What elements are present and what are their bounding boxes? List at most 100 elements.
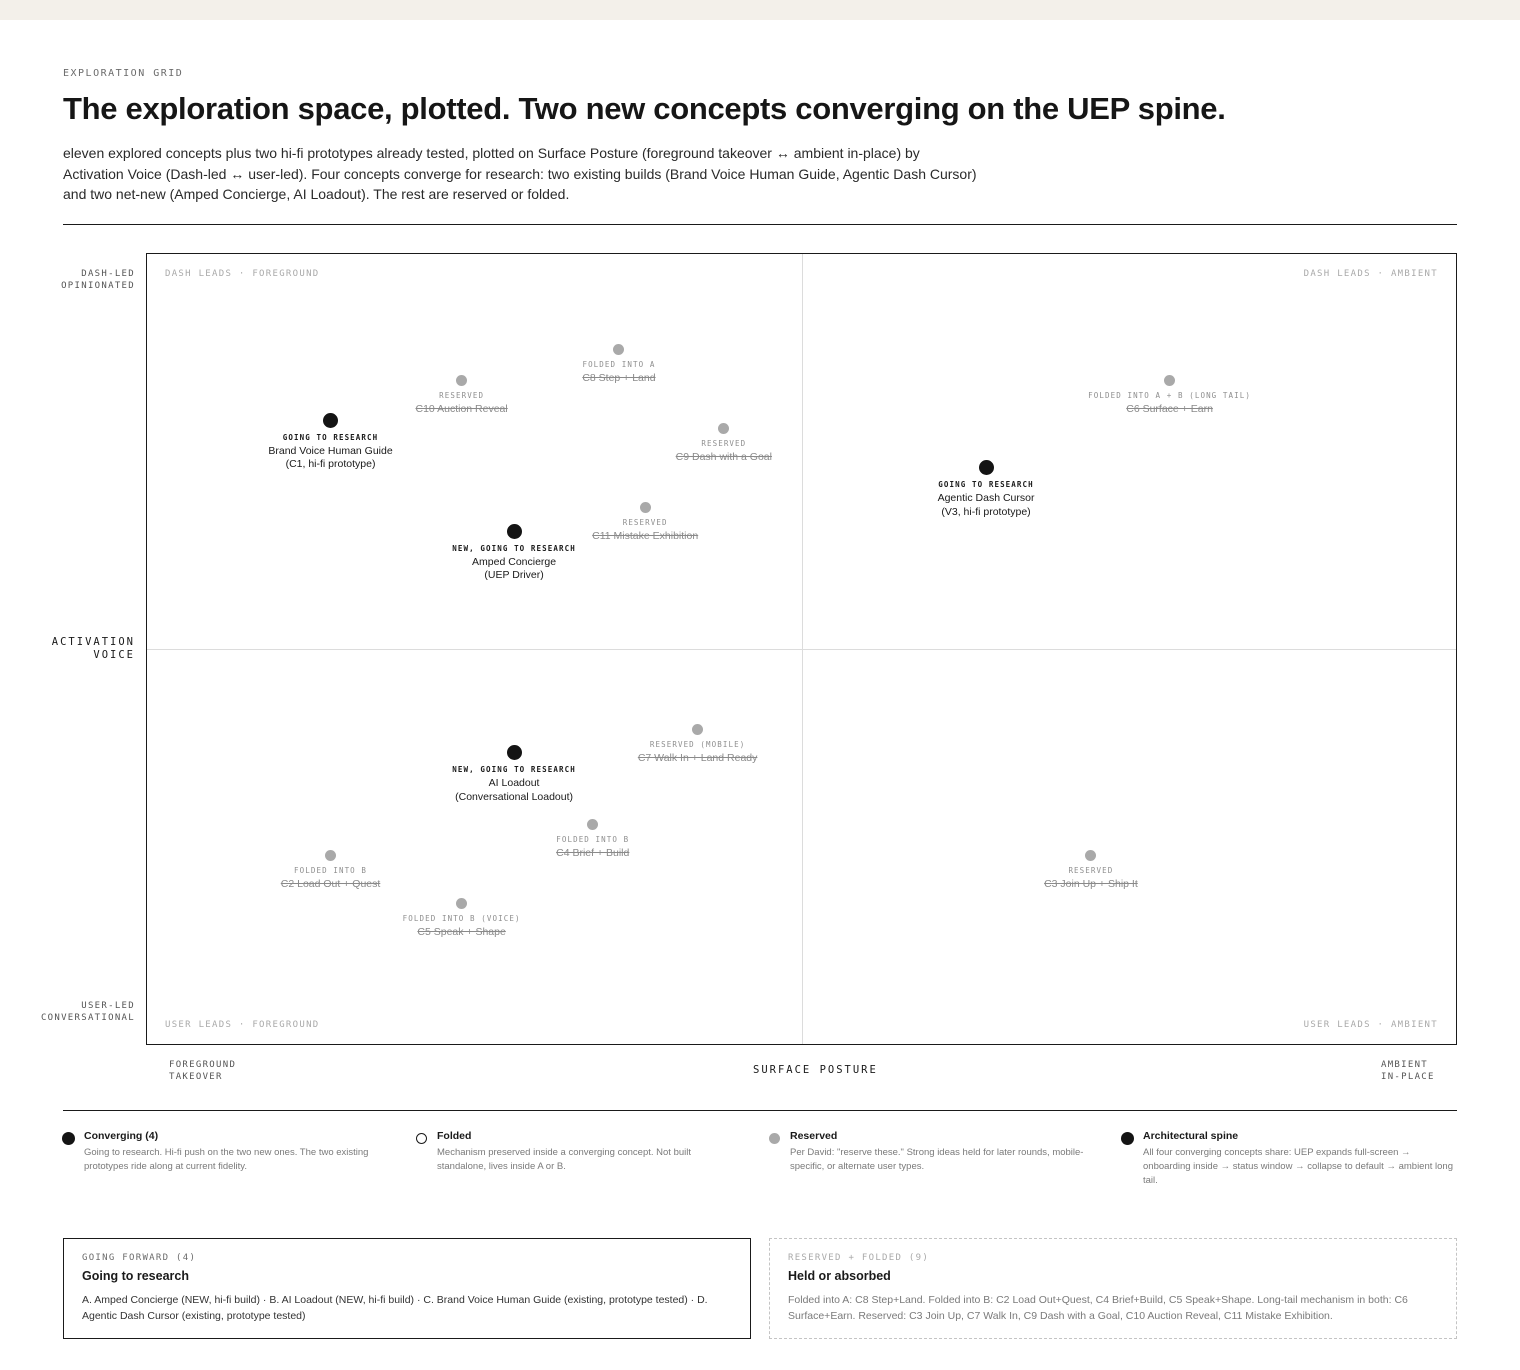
- reserved-dot: [325, 850, 337, 862]
- concept-point: RESERVED C10 Auction Reveal: [342, 375, 582, 417]
- concept-name-line: C6 Surface + Earn: [1126, 403, 1213, 416]
- concept-point: NEW, GOING TO RESEARCH Amped Concierge (UE…: [394, 523, 634, 583]
- grey-dot-icon: [769, 1133, 780, 1144]
- legend-folded: Folded Mechanism preserved inside a conv…: [415, 1130, 755, 1174]
- concept-status: NEW, GOING TO RESEARCH: [452, 765, 576, 775]
- concept-name-line: AI Loadout: [488, 777, 540, 790]
- concept-name-line: Agentic Dash Cursor: [937, 492, 1035, 505]
- concept-point: FOLDED INTO B C2 Load Out + Quest: [211, 850, 451, 892]
- legend-spine: Architectural spine All four converging …: [1121, 1130, 1461, 1188]
- card-text: Folded into A: C8 Step+Land. Folded into…: [788, 1294, 1408, 1322]
- concept-name: C4 Brief + Build: [473, 847, 713, 861]
- filled-dot-icon: [1121, 1132, 1134, 1145]
- card-eyebrow: RESERVED + FOLDED (9): [788, 1253, 930, 1263]
- converging-dot: [978, 460, 994, 476]
- concept-name: Brand Voice Human Guide (C1, hi-fi protot…: [211, 445, 451, 472]
- converging-dot: [506, 745, 522, 761]
- concept-status: FOLDED INTO A + B (LONG TAIL): [1088, 391, 1251, 401]
- concept-name-line: C5 Speak + Shape: [417, 925, 506, 938]
- x-axis-right-line: IN-PLACE: [1381, 1072, 1435, 1082]
- concept-point: GOING TO RESEARCH Brand Voice Human Guide…: [211, 412, 451, 472]
- concept-status: GOING TO RESEARCH: [938, 480, 1034, 490]
- legend-text: All four converging concepts share: UEP …: [1143, 1147, 1453, 1186]
- concept-point: RESERVED (MOBILE) C7 Walk In + Land Ready: [578, 723, 818, 766]
- concept-name-line: (V3, hi-fi prototype): [941, 505, 1031, 518]
- concept-name-line: C7 Walk In + Land Ready: [637, 751, 758, 764]
- card-title: Held or absorbed: [788, 1269, 891, 1283]
- concept-point: RESERVED C3 Join Up + Ship It: [971, 850, 1211, 892]
- x-axis-right-line: AMBIENT: [1381, 1060, 1429, 1070]
- concept-name-line: (UEP Driver): [484, 569, 544, 582]
- legend-title: Converging (4): [84, 1130, 159, 1142]
- reserved-dot: [639, 501, 651, 513]
- concept-point: GOING TO RESEARCH Agentic Dash Cursor (V3,…: [866, 460, 1106, 519]
- concept-status: RESERVED: [1068, 866, 1114, 876]
- x-axis-left-line: FOREGROUND: [169, 1060, 237, 1070]
- concept-point: FOLDED INTO A + B (LONG TAIL) C6 Surface …: [1050, 375, 1290, 417]
- horizontal-divider: [147, 649, 1456, 650]
- concept-name-line: C3 Join Up + Ship It: [1044, 878, 1138, 891]
- quadrant-plot: DASH LEADS · FOREGROUND DASH LEADS · AMB…: [146, 253, 1457, 1045]
- converging-dot: [323, 412, 339, 428]
- legend-title: Folded: [437, 1130, 472, 1142]
- subtitle-line: and two net-new (Amped Concierge, AI Loa…: [63, 186, 570, 202]
- concept-name-line: C9 Dash with a Goal: [675, 450, 772, 463]
- quadrant-label-bottom-right: USER LEADS · AMBIENT: [1303, 1020, 1438, 1030]
- concept-name: C10 Auction Reveal: [342, 403, 582, 417]
- concept-name: Amped Concierge (UEP Driver): [394, 556, 634, 583]
- quadrant-label-top-right: DASH LEADS · AMBIENT: [1303, 269, 1438, 279]
- concept-name: C11 Mistake Exhibition: [525, 530, 765, 544]
- concept-point: RESERVED C9 Dash with a Goal: [604, 422, 844, 465]
- y-axis-bottom-label: USER-LED CONVERSATIONAL: [41, 1000, 135, 1024]
- card-title: Going to research: [82, 1269, 189, 1283]
- filled-dot-icon: [62, 1132, 75, 1145]
- outline-dot-icon: [416, 1133, 427, 1144]
- legend-title: Architectural spine: [1143, 1130, 1239, 1142]
- reserved-dot: [1164, 375, 1176, 387]
- y-axis-title-line: ACTIVATION: [51, 636, 135, 648]
- concept-status: RESERVED: [439, 391, 485, 401]
- legend-text: Per David: "reserve these." Strong ideas…: [790, 1147, 1084, 1172]
- concept-name: C3 Join Up + Ship It: [971, 878, 1211, 892]
- concept-name-line: C11 Mistake Exhibition: [592, 529, 699, 542]
- concept-point: RESERVED C11 Mistake Exhibition: [525, 501, 765, 544]
- reserved-dot: [692, 723, 704, 735]
- concept-status: NEW, GOING TO RESEARCH: [452, 543, 576, 553]
- concept-point: FOLDED INTO A C8 Step + Land: [499, 343, 739, 386]
- concept-point: FOLDED INTO B (VOICE) C5 Speak + Shape: [342, 897, 582, 940]
- concept-point: FOLDED INTO B C4 Brief + Build: [473, 818, 713, 861]
- reserved-dot: [456, 897, 468, 909]
- concept-name: C2 Load Out + Quest: [211, 878, 451, 892]
- reserved-dot: [1085, 850, 1097, 862]
- y-axis-top-line: OPINIONATED: [61, 281, 135, 291]
- card-eyebrow: GOING FORWARD (4): [82, 1253, 197, 1263]
- going-forward-card: GOING FORWARD (4) Going to research A. A…: [63, 1238, 751, 1339]
- reserved-dot: [456, 375, 468, 387]
- concept-name-line: C4 Brief + Build: [556, 846, 630, 859]
- reserved-dot: [587, 818, 599, 830]
- subtitle-line: Activation Voice (Dash-led ↔ user-led). …: [63, 165, 977, 182]
- concept-name-line: (C1, hi-fi prototype): [285, 458, 376, 471]
- concept-status: RESERVED (MOBILE): [649, 739, 746, 749]
- legend-converging: Converging (4) Going to research. Hi-fi …: [62, 1130, 402, 1174]
- concept-name: Agentic Dash Cursor (V3, hi-fi prototype): [866, 492, 1106, 519]
- concept-name-line: C10 Auction Reveal: [415, 403, 508, 416]
- x-axis-right-label: AMBIENT IN-PLACE: [1381, 1059, 1435, 1083]
- legend-reserved: Reserved Per David: "reserve these." Str…: [768, 1130, 1108, 1174]
- concept-status: GOING TO RESEARCH: [282, 432, 379, 442]
- legend-text: Going to research. Hi-fi push on the two…: [84, 1147, 369, 1172]
- top-bar: [0, 0, 1520, 20]
- quadrant-label-top-left: DASH LEADS · FOREGROUND: [165, 269, 320, 279]
- concept-name-line: (Conversational Loadout): [455, 790, 574, 803]
- legend-text: Mechanism preserved inside a converging …: [437, 1147, 691, 1172]
- concept-name-line: Brand Voice Human Guide: [268, 444, 393, 457]
- concept-name-line: C8 Step + Land: [582, 371, 656, 384]
- concept-name-line: Amped Concierge: [472, 555, 557, 568]
- concept-status: RESERVED: [622, 517, 668, 527]
- held-absorbed-card: RESERVED + FOLDED (9) Held or absorbed F…: [769, 1238, 1457, 1339]
- concept-name: C7 Walk In + Land Ready: [578, 752, 818, 766]
- y-axis-title-line: VOICE: [93, 649, 135, 661]
- y-axis-bottom-line: CONVERSATIONAL: [40, 1013, 135, 1023]
- x-axis-left-label: FOREGROUND TAKEOVER: [169, 1059, 236, 1083]
- x-axis-left-line: TAKEOVER: [169, 1072, 223, 1082]
